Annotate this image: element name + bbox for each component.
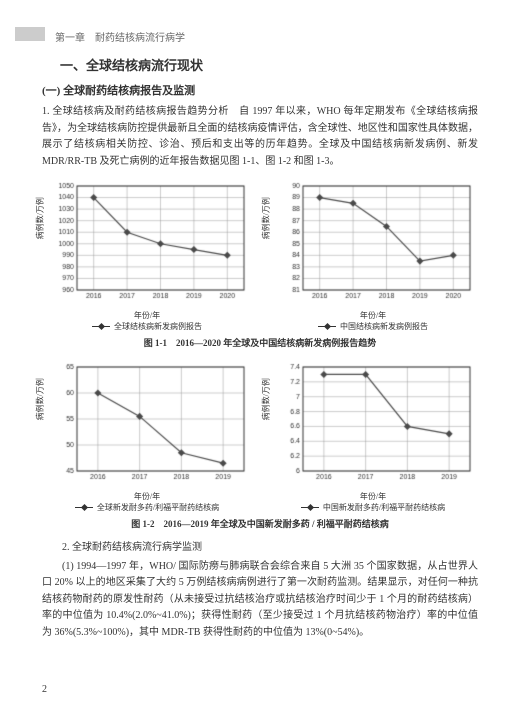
- chart-row-1: 病例数/万例 年份/年 全球结核病新发病例报告 病例数/万例 年份/年 中国结核…: [42, 178, 478, 332]
- page-content: 一、全球结核病流行现状 (一) 全球耐药结核病报告及监测 1. 全球结核病及耐药…: [0, 0, 520, 641]
- chart3-canvas: [42, 359, 252, 489]
- para2-label: 2. 全球耐药结核病流行病学监测: [42, 540, 478, 557]
- caption-2: 图 1-2 2016—2019 年全球及中国新发耐多药 / 利福平耐药结核病: [42, 517, 478, 530]
- chart4-legend: 中国新发耐多药/利福平耐药结核病: [268, 502, 478, 513]
- section-title-1: 一、全球结核病流行现状: [42, 55, 478, 74]
- chart4-ylabel: 病例数/万例: [261, 378, 272, 420]
- chart-row-2: 病例数/万例 年份/年 全球新发耐多药/利福平耐药结核病 病例数/万例 年份/年…: [42, 359, 478, 513]
- chart-2: 病例数/万例 年份/年 中国结核病新发病例报告: [268, 178, 478, 332]
- chart1-canvas: [42, 178, 252, 308]
- chart-4: 病例数/万例 年份/年 中国新发耐多药/利福平耐药结核病: [268, 359, 478, 513]
- chart1-legend: 全球结核病新发病例报告: [42, 321, 252, 332]
- chart3-ylabel: 病例数/万例: [35, 378, 46, 420]
- chart1-ylabel: 病例数/万例: [35, 197, 46, 239]
- chart2-canvas: [268, 178, 478, 308]
- chart3-xlabel: 年份/年: [42, 491, 252, 502]
- chapter-header: 第一章 耐药结核病流行病学: [55, 29, 185, 44]
- paragraph-2: (1) 1994—1997 年，WHO/ 国际防痨与肺病联合会综合来自 5 大洲…: [42, 559, 478, 642]
- chart1-xlabel: 年份/年: [42, 310, 252, 321]
- chart-3: 病例数/万例 年份/年 全球新发耐多药/利福平耐药结核病: [42, 359, 252, 513]
- section-title-2: (一) 全球耐药结核病报告及监测: [42, 82, 478, 98]
- chart2-ylabel: 病例数/万例: [261, 197, 272, 239]
- chart2-legend: 中国结核病新发病例报告: [268, 321, 478, 332]
- caption-1: 图 1-1 2016—2020 年全球及中国结核病新发病例报告趋势: [42, 336, 478, 349]
- header-accent: [15, 27, 45, 41]
- para1-label: 1. 全球结核病及耐药结核病报告趋势分析: [42, 106, 229, 117]
- paragraph-1: 1. 全球结核病及耐药结核病报告趋势分析 自 1997 年以来，WHO 每年定期…: [42, 104, 478, 170]
- chart4-xlabel: 年份/年: [268, 491, 478, 502]
- chart4-canvas: [268, 359, 478, 489]
- chart3-legend: 全球新发耐多药/利福平耐药结核病: [42, 502, 252, 513]
- chart-1: 病例数/万例 年份/年 全球结核病新发病例报告: [42, 178, 252, 332]
- page-number: 2: [42, 684, 47, 695]
- chart2-xlabel: 年份/年: [268, 310, 478, 321]
